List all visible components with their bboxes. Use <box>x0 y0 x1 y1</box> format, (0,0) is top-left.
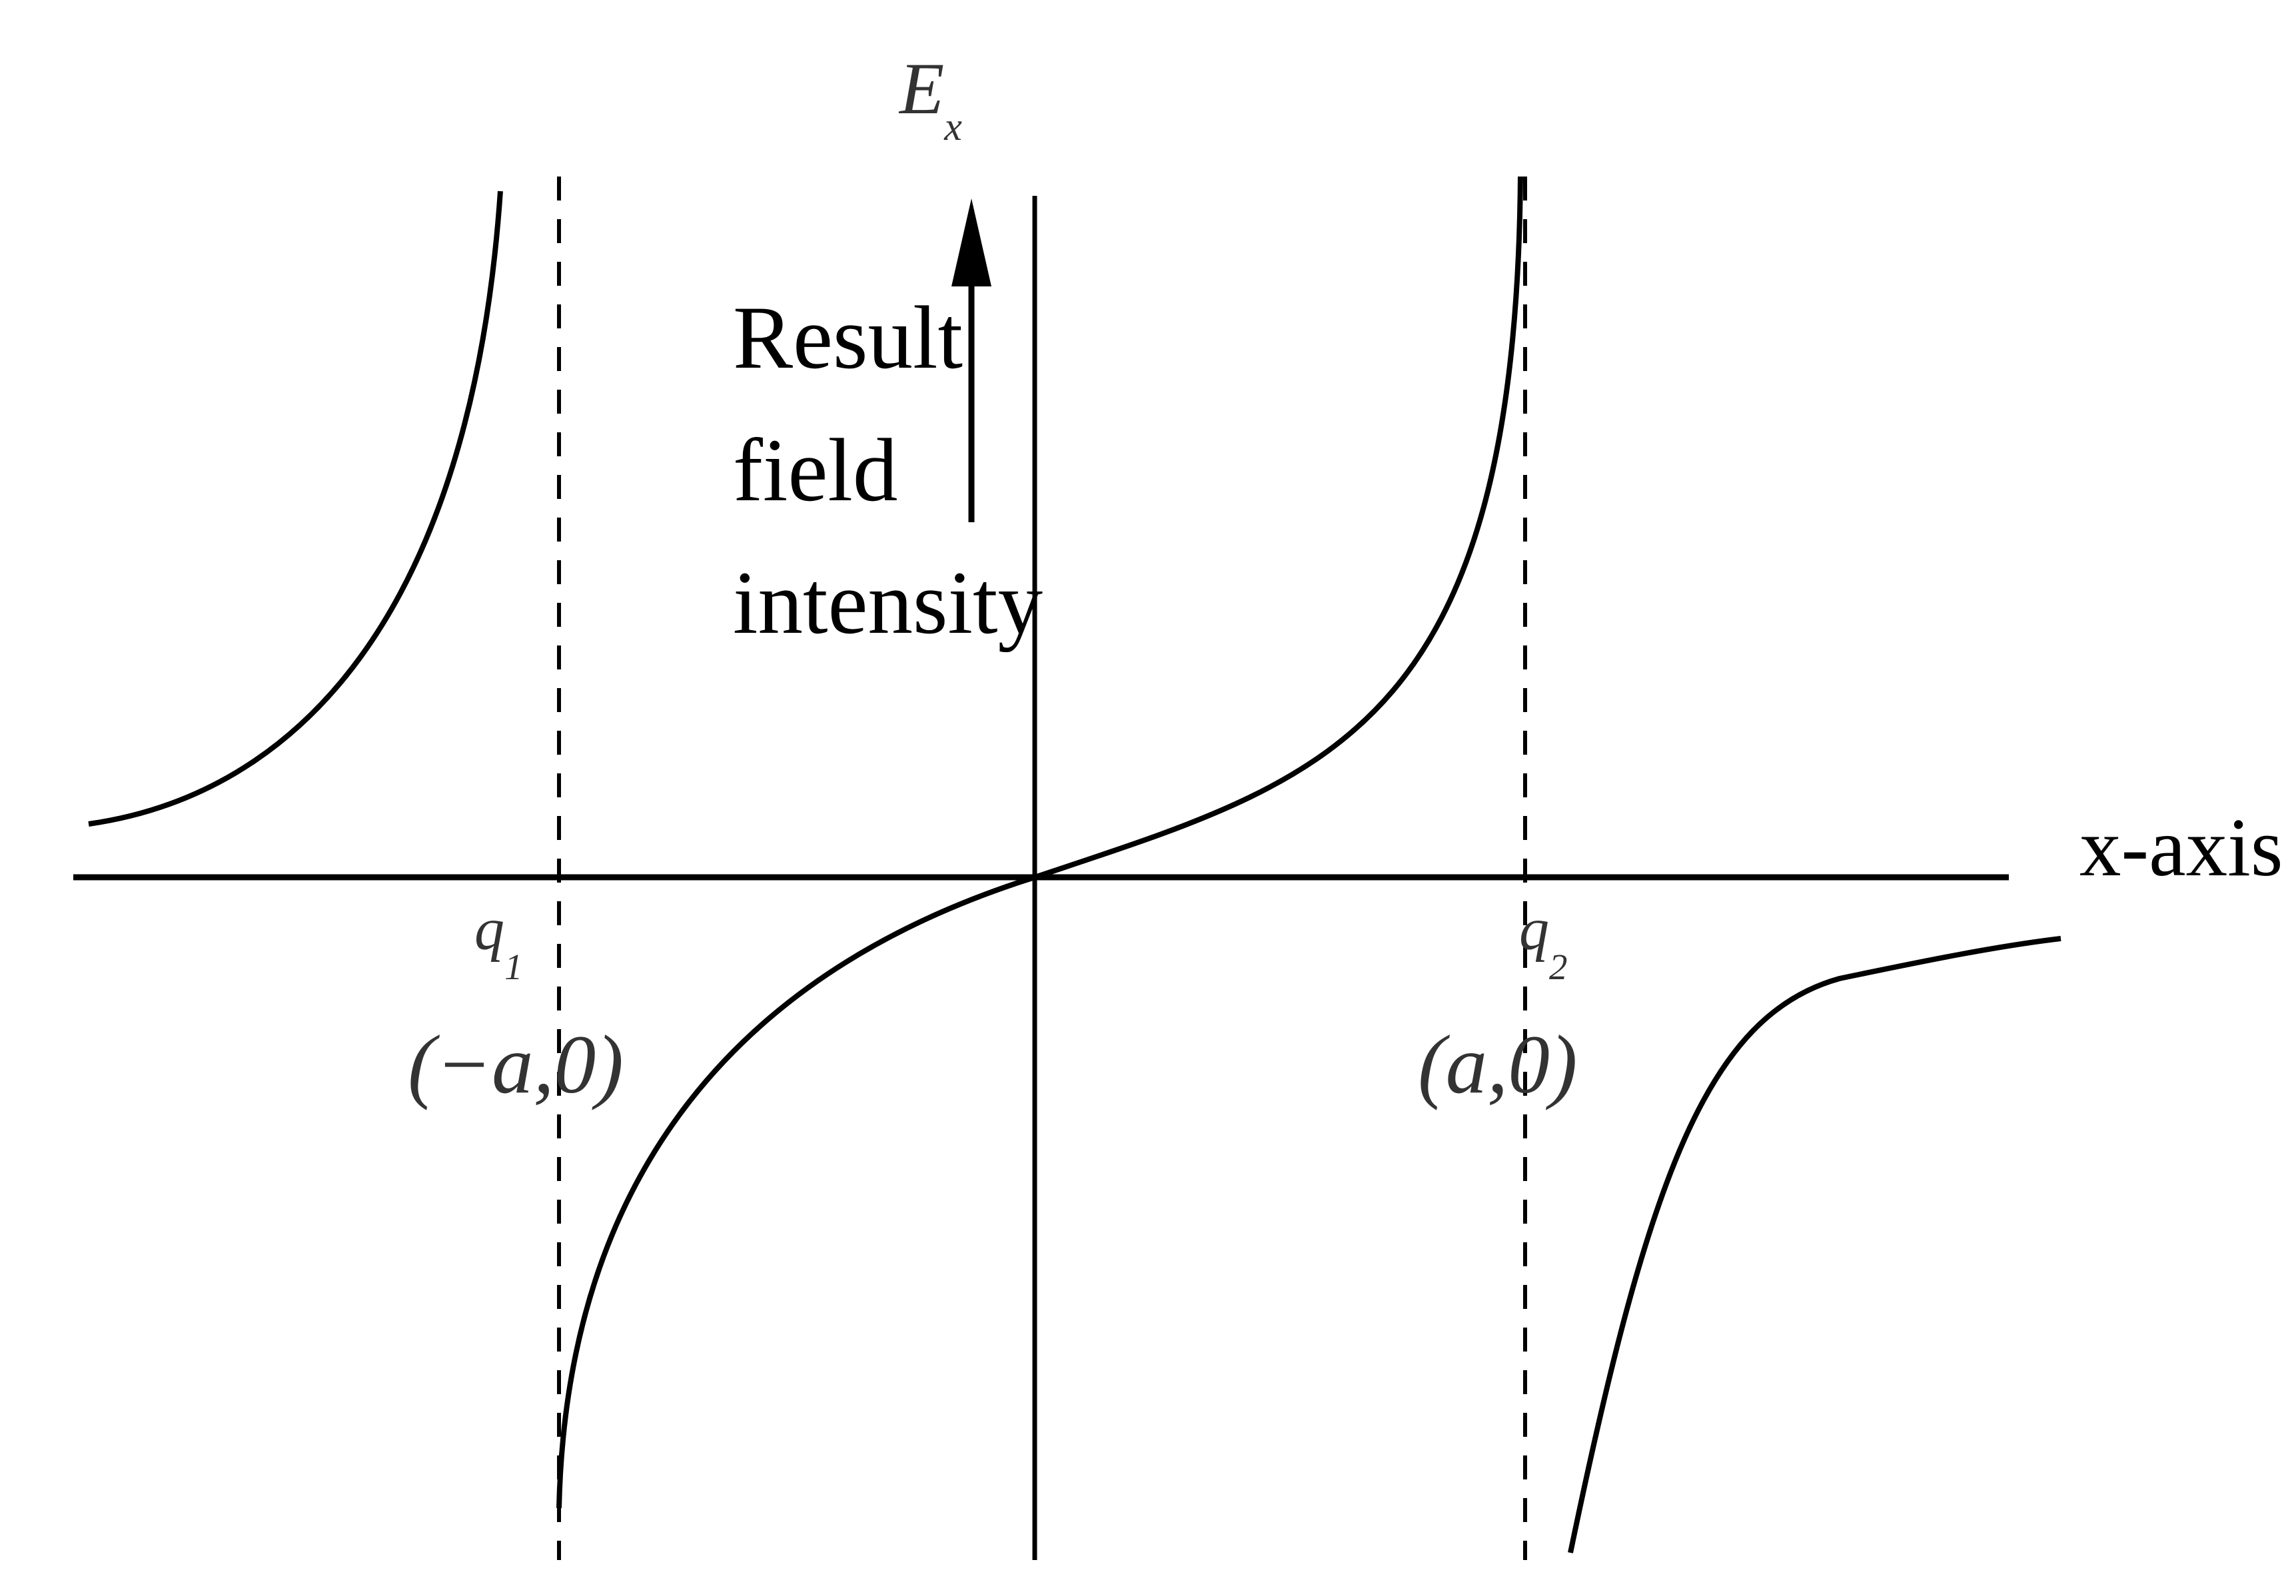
annotation-line-3: intensity <box>733 554 1043 653</box>
field-curve-left <box>88 191 503 827</box>
up-arrow-icon <box>951 199 991 522</box>
charge-q1-label: q1 <box>474 897 523 987</box>
charge-q2-label: q2 <box>1519 897 1568 987</box>
x-axis-label: x-axis <box>2079 802 2283 894</box>
annotation-line-1: Result <box>733 288 963 388</box>
annotation-line-2: field <box>733 421 897 520</box>
charge-q1-position: (−a,0) <box>408 1019 624 1111</box>
field-curve-right <box>1568 936 2061 1553</box>
y-axis-label: Ex <box>898 48 962 149</box>
field-curve-center <box>556 176 1523 1509</box>
charge-q2-position: (a,0) <box>1418 1019 1578 1111</box>
